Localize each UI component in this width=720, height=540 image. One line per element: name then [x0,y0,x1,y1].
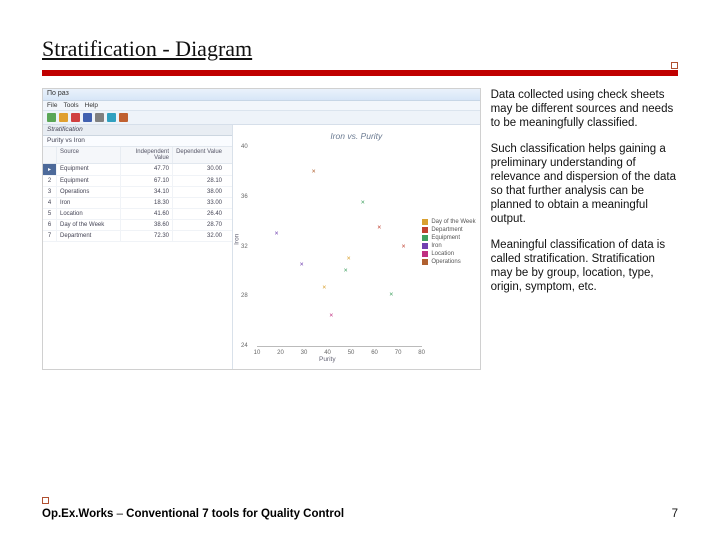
page-number: 7 [672,508,678,520]
data-point: × [389,292,393,299]
data-point: × [322,284,326,291]
paragraph-1: Data collected using check sheets may be… [491,88,678,130]
grid-header: Source Independent Value Dependent Value [43,147,232,164]
toolbar-icon-3[interactable] [83,113,92,122]
y-tick: 40 [241,144,248,150]
chart-area: 40363228241020304050607080××××××××××× [257,147,422,347]
toolbar-icon-0[interactable] [47,113,56,122]
toolbar-icon-5[interactable] [107,113,116,122]
footer: Op.Ex.Works – Conventional 7 tools for Q… [42,508,678,520]
left-subheader: Purity vs Iron [43,136,232,147]
data-point: × [377,224,381,231]
corner-marker-bottom [42,497,49,504]
chart-pane: Iron vs. Purity 403632282410203040506070… [233,125,480,369]
y-tick: 36 [241,194,248,200]
x-axis-label: Purity [233,356,422,363]
app-toolbar [43,111,480,125]
table-row[interactable]: 4Iron18.3033.00 [43,198,232,209]
corner-marker-top [671,62,678,69]
chart-legend: Day of the Week Department Equipment Iron Lo… [422,219,475,267]
y-tick: 28 [241,293,248,299]
toolbar-icon-2[interactable] [71,113,80,122]
data-point: × [344,268,348,275]
table-row[interactable]: 2Equipment67.1028.10 [43,176,232,187]
data-point: × [329,313,333,320]
legend-item: Day of the Week [422,219,475,225]
table-row[interactable]: 3Operations34.1038.00 [43,187,232,198]
toolbar-icon-6[interactable] [119,113,128,122]
legend-item: Operations [422,259,475,265]
toolbar-icon-1[interactable] [59,113,68,122]
app-screenshot: По раз File Tools Help Stratification Puri… [42,88,481,370]
y-tick: 32 [241,244,248,250]
menu-help[interactable]: Help [85,102,98,109]
chart-title: Iron vs. Purity [233,125,480,141]
title-rule [42,70,678,76]
table-row[interactable]: 6Day of the Week38.6028.70 [43,220,232,231]
data-point: × [312,168,316,175]
table-row[interactable]: 5Location41.6026.40 [43,209,232,220]
paragraph-2: Such classification helps gaining a prel… [491,142,678,226]
footer-left: Op.Ex.Works – Conventional 7 tools for Q… [42,508,344,520]
data-point: × [300,262,304,269]
data-point: × [347,255,351,262]
legend-item: Equipment [422,235,475,241]
left-header: Stratification [43,125,232,136]
toolbar-icon-4[interactable] [95,113,104,122]
data-point: × [274,231,278,238]
y-axis-label: Iron [234,234,241,245]
table-row[interactable]: 7Department72.3032.00 [43,231,232,242]
legend-item: Department [422,227,475,233]
slide-title: Stratification - Diagram [42,36,678,68]
legend-item: Location [422,251,475,257]
legend-item: Iron [422,243,475,249]
menu-tools[interactable]: Tools [63,102,78,109]
app-titlebar: По раз [43,89,480,101]
data-point: × [401,243,405,250]
text-column: Data collected using check sheets may be… [491,88,678,370]
data-point: × [361,199,365,206]
menu-file[interactable]: File [47,102,57,109]
y-tick: 24 [241,343,248,349]
app-menubar: File Tools Help [43,101,480,111]
table-row[interactable]: ▸Equipment47.7030.00 [43,164,232,176]
left-pane: Stratification Purity vs Iron Source Ind… [43,125,233,369]
paragraph-3: Meaningful classification of data is cal… [491,238,678,294]
